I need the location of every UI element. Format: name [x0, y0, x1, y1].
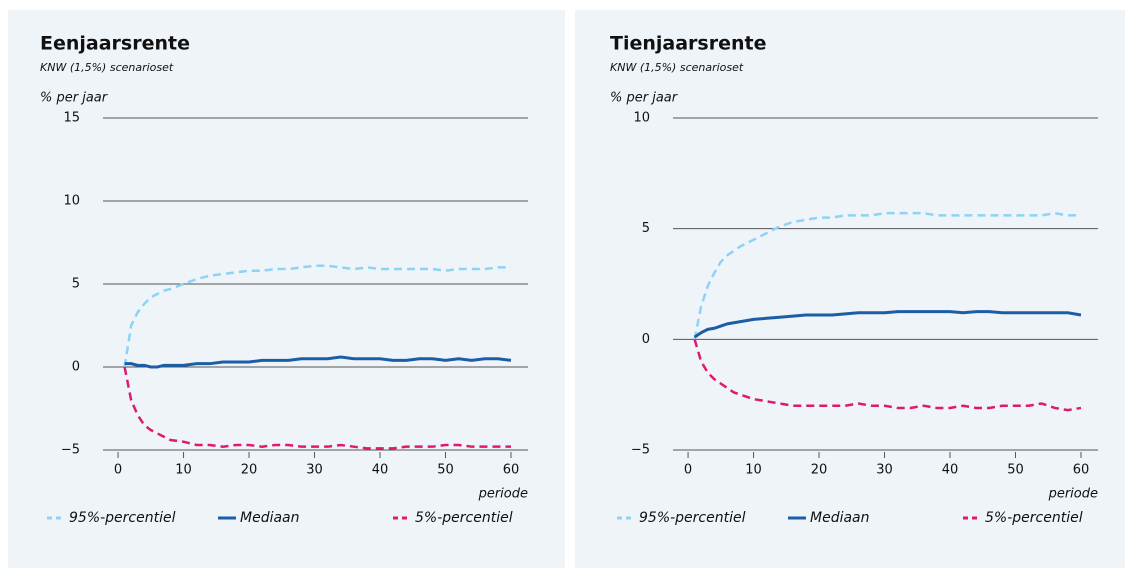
x-tick-label: 20: [241, 463, 258, 478]
y-tick-label: 0: [72, 360, 80, 375]
legend-label: 5%-percentiel: [985, 510, 1083, 526]
y-tick-label: 5: [72, 277, 80, 292]
chart-subtitle: KNW (1,5%) scenarioset: [610, 61, 744, 74]
legend-label: 95%-percentiel: [639, 510, 746, 526]
x-tick-label: 40: [942, 463, 959, 478]
panel: [8, 10, 565, 568]
x-tick-label: 60: [503, 463, 520, 478]
x-tick-label: 30: [306, 463, 323, 478]
x-tick-label: 10: [745, 463, 762, 478]
chart-title: Eenjaarsrente: [40, 33, 190, 55]
line-series: [123, 366, 511, 450]
y-axis-label: % per jaar: [610, 91, 679, 106]
x-tick-label: 50: [437, 463, 454, 478]
line-series: [124, 355, 512, 369]
panel: [575, 10, 1125, 568]
y-tick-label: 10: [63, 194, 80, 209]
legend-label: 5%-percentiel: [415, 510, 513, 526]
x-tick-label: 0: [114, 463, 122, 478]
x-axis-label: periode: [478, 487, 528, 502]
x-tick-label: 50: [1007, 463, 1024, 478]
y-tick-label: 10: [633, 111, 650, 126]
legend-label: Mediaan: [240, 510, 300, 526]
y-tick-label: 15: [63, 111, 80, 126]
x-tick-label: 10: [175, 463, 192, 478]
chart-title: Tienjaarsrente: [610, 33, 766, 55]
x-axis-label: periode: [1048, 487, 1098, 502]
x-tick-label: 0: [684, 463, 692, 478]
y-tick-label: −5: [631, 443, 650, 458]
x-tick-label: 30: [876, 463, 893, 478]
x-tick-label: 20: [811, 463, 828, 478]
x-tick-label: 40: [372, 463, 389, 478]
y-tick-label: 0: [642, 332, 650, 347]
y-tick-label: −5: [61, 443, 80, 458]
legend-label: Mediaan: [810, 510, 870, 526]
x-tick-label: 60: [1073, 463, 1090, 478]
line-series: [693, 310, 1082, 339]
line-series: [123, 264, 511, 368]
line-series: [693, 211, 1081, 340]
chart-subtitle: KNW (1,5%) scenarioset: [40, 61, 174, 74]
legend-label: 95%-percentiel: [69, 510, 176, 526]
y-axis-label: % per jaar: [40, 91, 109, 106]
y-tick-label: 5: [642, 221, 650, 236]
line-series: [693, 338, 1082, 412]
